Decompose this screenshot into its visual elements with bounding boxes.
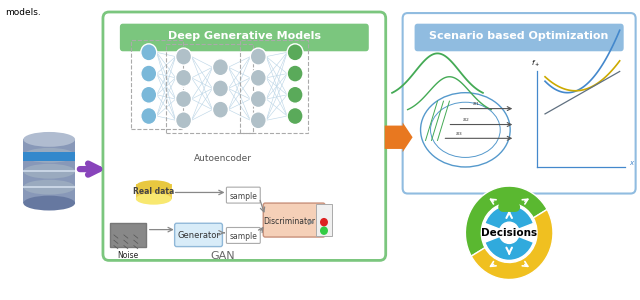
FancyBboxPatch shape [103, 12, 386, 260]
Text: Generator: Generator [177, 232, 220, 241]
FancyBboxPatch shape [415, 24, 623, 51]
Wedge shape [471, 209, 553, 280]
Circle shape [250, 112, 266, 129]
Circle shape [250, 91, 266, 107]
Circle shape [250, 48, 266, 65]
FancyArrow shape [385, 122, 413, 152]
Ellipse shape [23, 164, 75, 179]
Text: sample: sample [229, 192, 257, 201]
Ellipse shape [23, 148, 75, 163]
Circle shape [287, 44, 303, 61]
Wedge shape [465, 186, 547, 256]
Text: Deep Generative Models: Deep Generative Models [168, 32, 321, 41]
Circle shape [212, 80, 228, 97]
Circle shape [141, 65, 157, 82]
Circle shape [320, 218, 328, 226]
Circle shape [175, 91, 191, 107]
FancyBboxPatch shape [316, 204, 332, 236]
Circle shape [141, 86, 157, 103]
Circle shape [141, 44, 157, 61]
Circle shape [175, 48, 191, 65]
Text: $s_1$: $s_1$ [472, 100, 480, 108]
Ellipse shape [23, 180, 75, 195]
FancyBboxPatch shape [175, 223, 223, 247]
Wedge shape [485, 236, 534, 260]
Text: Discriminator: Discriminator [263, 217, 315, 226]
Wedge shape [485, 205, 534, 229]
FancyBboxPatch shape [23, 154, 75, 156]
FancyBboxPatch shape [23, 140, 75, 203]
FancyBboxPatch shape [227, 187, 260, 203]
Circle shape [212, 59, 228, 76]
Circle shape [287, 107, 303, 124]
FancyBboxPatch shape [23, 152, 75, 160]
Circle shape [175, 112, 191, 129]
Text: sample: sample [229, 232, 257, 241]
Text: Noise: Noise [117, 251, 138, 260]
FancyBboxPatch shape [110, 223, 146, 247]
Text: Scenario based Optimization: Scenario based Optimization [429, 32, 609, 41]
Circle shape [141, 107, 157, 124]
Circle shape [212, 101, 228, 118]
FancyBboxPatch shape [136, 184, 172, 199]
FancyBboxPatch shape [23, 186, 75, 188]
Circle shape [320, 226, 328, 235]
Ellipse shape [23, 132, 75, 147]
FancyBboxPatch shape [120, 24, 369, 51]
Text: Autoencoder: Autoencoder [193, 154, 252, 163]
Text: $f_+$: $f_+$ [531, 59, 540, 69]
FancyBboxPatch shape [23, 170, 75, 172]
Text: Decisions: Decisions [481, 228, 537, 238]
Text: models.: models. [5, 8, 41, 17]
Text: $x$: $x$ [628, 159, 635, 167]
Circle shape [175, 69, 191, 86]
FancyBboxPatch shape [263, 203, 325, 237]
Text: GAN: GAN [210, 251, 235, 261]
Ellipse shape [23, 196, 75, 211]
Text: $s_2$: $s_2$ [462, 116, 470, 124]
Text: $s_3$: $s_3$ [456, 130, 463, 138]
Circle shape [287, 86, 303, 103]
Text: Real data: Real data [133, 187, 174, 196]
FancyArrow shape [498, 193, 520, 211]
Ellipse shape [136, 193, 172, 205]
Ellipse shape [136, 180, 172, 192]
Circle shape [287, 65, 303, 82]
FancyBboxPatch shape [227, 227, 260, 243]
Circle shape [250, 69, 266, 86]
FancyBboxPatch shape [403, 13, 636, 193]
